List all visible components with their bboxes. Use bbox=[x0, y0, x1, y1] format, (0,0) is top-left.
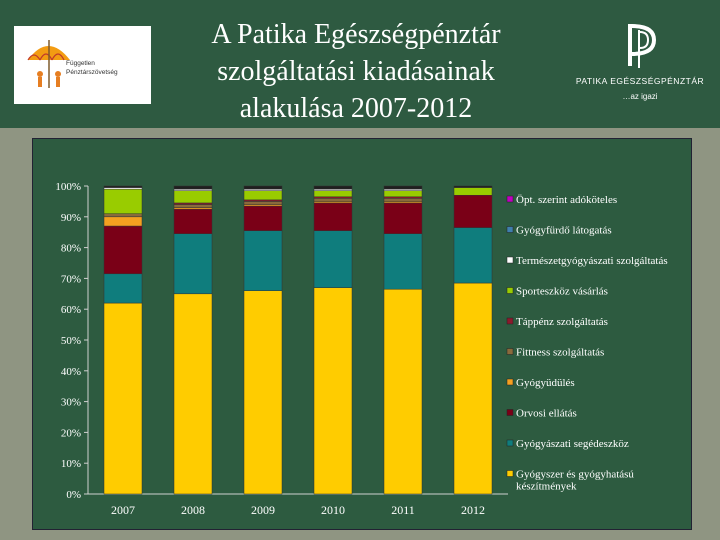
bar-segment bbox=[243, 290, 283, 495]
fuggetlen-penztarszovetseg-logo: Független Pénztárszövetség bbox=[14, 26, 151, 104]
y-tick-label: 30% bbox=[61, 397, 81, 409]
bar-segment-remainder bbox=[243, 185, 283, 190]
legend-label: Sporteszköz vásárlás bbox=[516, 286, 608, 298]
legend-label: Öpt. szerint adóköteles bbox=[516, 194, 617, 206]
patika-egeszsegpenztar-logo: PATIKA EGÉSZSÉGPÉNZTÁR …az igazi bbox=[574, 20, 706, 110]
legend-label: Természetgyógyászati szolgáltatás bbox=[516, 255, 668, 267]
bar-segment bbox=[313, 198, 353, 202]
y-tick-label: 90% bbox=[61, 212, 81, 224]
brand-tagline: …az igazi bbox=[622, 92, 658, 101]
bar-segment bbox=[173, 233, 213, 295]
brand-name: PATIKA EGÉSZSÉGPÉNZTÁR bbox=[575, 76, 705, 86]
title-line-3: alakulása 2007-2012 bbox=[239, 93, 473, 124]
x-tick-label: 2007 bbox=[111, 503, 135, 517]
bar-segment bbox=[243, 201, 283, 205]
legend-swatch bbox=[506, 317, 514, 325]
patika-monogram-icon bbox=[628, 24, 657, 68]
x-tick-label: 2008 bbox=[181, 503, 205, 517]
legend-swatch bbox=[506, 470, 514, 477]
header: Független Pénztárszövetség A Patika Egés… bbox=[0, 0, 720, 128]
bar-segment bbox=[103, 216, 143, 227]
stacked-bar-chart: 0% 10% 20% 30% 40% 50% 60% 70% 80% 90% 100% 2007 200… bbox=[55, 181, 668, 517]
bar-segment bbox=[453, 282, 493, 495]
bar-segment bbox=[103, 188, 143, 214]
bar-segment-remainder bbox=[313, 185, 353, 190]
bar-segment bbox=[453, 194, 493, 228]
bar-segment bbox=[383, 233, 423, 290]
legend-swatch bbox=[506, 195, 514, 203]
y-tick-label: 40% bbox=[61, 366, 81, 378]
bar-segment bbox=[103, 213, 143, 218]
bar-segment-remainder bbox=[173, 185, 213, 190]
legend-label: Táppénz szolgáltatás bbox=[516, 316, 608, 328]
bar-segment bbox=[243, 190, 283, 201]
bar-segment bbox=[103, 273, 143, 304]
title-line-2: szolgáltatási kiadásainak bbox=[217, 56, 495, 87]
bar-segment bbox=[173, 293, 213, 495]
legend-swatch bbox=[506, 287, 514, 294]
y-tick-label: 60% bbox=[61, 304, 81, 316]
x-tick-label: 2010 bbox=[321, 503, 345, 517]
umbrella-icon bbox=[27, 40, 70, 88]
legend-swatch bbox=[506, 439, 514, 447]
y-tick-label: 20% bbox=[61, 427, 81, 439]
legend-label: Orvosi ellátás bbox=[516, 408, 577, 420]
bar-segment-remainder bbox=[383, 185, 423, 190]
legend-label: Gyógyfürdő látogatás bbox=[516, 225, 612, 237]
x-tick-label: 2009 bbox=[251, 503, 275, 517]
bar-segment bbox=[383, 288, 423, 495]
y-tick-label: 0% bbox=[66, 489, 81, 501]
y-tick-label: 10% bbox=[61, 458, 81, 470]
y-tick-label: 80% bbox=[61, 243, 81, 255]
bar-segment bbox=[453, 187, 493, 196]
legend-swatch bbox=[506, 256, 514, 264]
bar-segment bbox=[313, 287, 353, 495]
legend-label: Fittness szolgáltatás bbox=[516, 347, 604, 359]
legend-label: készítmények bbox=[516, 481, 577, 493]
legend-swatch bbox=[506, 226, 514, 233]
legend-swatch bbox=[506, 409, 514, 416]
bar-segment bbox=[453, 227, 493, 284]
page-title: A Patika Egészségpénztár szolgáltatási k… bbox=[150, 16, 562, 127]
legend-label: Gyógyszer és gyógyhatású bbox=[516, 469, 634, 481]
y-tick-label: 100% bbox=[55, 181, 81, 193]
bar-segment bbox=[313, 190, 353, 198]
chart-panel: 0% 10% 20% 30% 40% 50% 60% 70% 80% 90% 100% 2007 200… bbox=[32, 138, 692, 530]
bar-segment-remainder bbox=[103, 185, 143, 188]
legend-swatch bbox=[506, 378, 514, 386]
bar-segment bbox=[103, 225, 143, 275]
y-tick-label: 70% bbox=[61, 273, 81, 285]
y-tick-label: 50% bbox=[61, 335, 81, 347]
title-line-1: A Patika Egészségpénztár bbox=[211, 19, 501, 50]
bar-segment bbox=[173, 204, 213, 208]
x-tick-label: 2012 bbox=[461, 503, 485, 517]
bar-segment bbox=[313, 230, 353, 288]
legend-label: Gyógyászati segédeszköz bbox=[516, 438, 629, 450]
legend-label: Gyógyüdülés bbox=[516, 377, 575, 389]
bar-segment bbox=[103, 302, 143, 495]
x-tick-label: 2011 bbox=[391, 503, 415, 517]
legend-swatch bbox=[506, 348, 514, 355]
logo-text-line-2: Pénztárszövetség bbox=[66, 69, 118, 76]
bar-segment bbox=[173, 208, 213, 234]
bar-segment bbox=[243, 205, 283, 231]
logo-text-line-1: Független bbox=[66, 60, 95, 67]
bar-segment bbox=[243, 230, 283, 291]
bar-segment bbox=[173, 190, 213, 204]
bar-segment bbox=[383, 190, 423, 198]
bar-segment-remainder bbox=[453, 185, 493, 188]
bar-segment bbox=[383, 202, 423, 234]
bar-segment bbox=[383, 198, 423, 202]
bar-segment bbox=[313, 202, 353, 231]
